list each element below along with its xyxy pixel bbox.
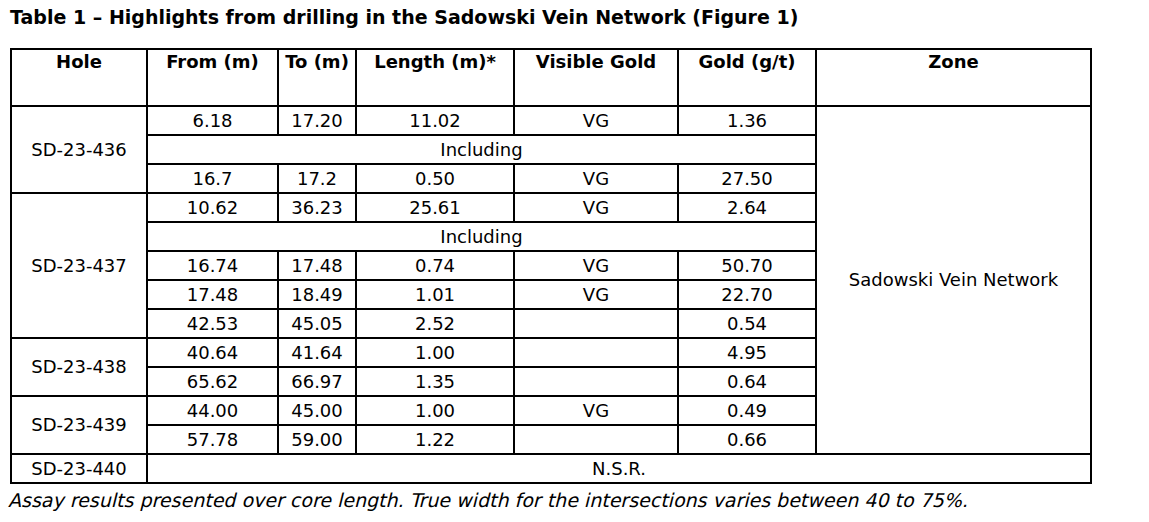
- document-page: Table 1 – Highlights from drilling in th…: [0, 0, 1149, 522]
- cell-visible-gold: VG: [514, 164, 678, 193]
- column-header-from: From (m): [147, 49, 278, 106]
- cell-length: 2.52: [356, 309, 514, 338]
- cell-length: 1.35: [356, 367, 514, 396]
- table-row: SD-23-440 N.S.R.: [11, 454, 1091, 483]
- cell-to: 17.2: [278, 164, 356, 193]
- cell-gold: 0.64: [678, 367, 816, 396]
- column-header-hole: Hole: [11, 49, 147, 106]
- cell-length: 11.02: [356, 106, 514, 135]
- cell-length: 25.61: [356, 193, 514, 222]
- including-cell: Including: [147, 222, 816, 251]
- cell-visible-gold: [514, 367, 678, 396]
- cell-visible-gold: [514, 309, 678, 338]
- table-title: Table 1 – Highlights from drilling in th…: [10, 6, 798, 28]
- cell-from: 42.53: [147, 309, 278, 338]
- cell-gold: 22.70: [678, 280, 816, 309]
- column-header-visible-gold: Visible Gold: [514, 49, 678, 106]
- cell-gold: 1.36: [678, 106, 816, 135]
- cell-length: 1.00: [356, 396, 514, 425]
- cell-length: 0.50: [356, 164, 514, 193]
- including-cell: Including: [147, 135, 816, 164]
- column-header-to: To (m): [278, 49, 356, 106]
- cell-to: 36.23: [278, 193, 356, 222]
- cell-visible-gold: VG: [514, 396, 678, 425]
- column-header-zone: Zone: [816, 49, 1091, 106]
- cell-from: 16.74: [147, 251, 278, 280]
- column-header-length: Length (m)*: [356, 49, 514, 106]
- cell-from: 40.64: [147, 338, 278, 367]
- hole-id-cell: SD-23-438: [11, 338, 147, 396]
- header-row: Hole From (m) To (m) Length (m)* Visible…: [11, 49, 1091, 106]
- drill-results-table: Hole From (m) To (m) Length (m)* Visible…: [10, 48, 1092, 484]
- cell-visible-gold: [514, 338, 678, 367]
- cell-to: 17.48: [278, 251, 356, 280]
- hole-id-cell: SD-23-440: [11, 454, 147, 483]
- cell-gold: 0.66: [678, 425, 816, 454]
- cell-visible-gold: VG: [514, 280, 678, 309]
- cell-from: 57.78: [147, 425, 278, 454]
- hole-id-cell: SD-23-436: [11, 106, 147, 193]
- cell-gold: 4.95: [678, 338, 816, 367]
- cell-length: 1.01: [356, 280, 514, 309]
- cell-length: 0.74: [356, 251, 514, 280]
- hole-id-cell: SD-23-437: [11, 193, 147, 338]
- cell-from: 44.00: [147, 396, 278, 425]
- cell-from: 65.62: [147, 367, 278, 396]
- cell-from: 16.7: [147, 164, 278, 193]
- cell-to: 41.64: [278, 338, 356, 367]
- hole-id-cell: SD-23-439: [11, 396, 147, 454]
- cell-gold: 27.50: [678, 164, 816, 193]
- cell-to: 66.97: [278, 367, 356, 396]
- cell-from: 6.18: [147, 106, 278, 135]
- cell-gold: 0.49: [678, 396, 816, 425]
- column-header-gold: Gold (g/t): [678, 49, 816, 106]
- zone-cell: Sadowski Vein Network: [816, 106, 1091, 454]
- cell-gold: 50.70: [678, 251, 816, 280]
- cell-length: 1.22: [356, 425, 514, 454]
- table-row: SD-23-436 6.18 17.20 11.02 VG 1.36 Sadow…: [11, 106, 1091, 135]
- assay-footnote: Assay results presented over core length…: [8, 489, 968, 511]
- nsr-cell: N.S.R.: [147, 454, 1091, 483]
- cell-visible-gold: VG: [514, 193, 678, 222]
- cell-to: 59.00: [278, 425, 356, 454]
- cell-to: 17.20: [278, 106, 356, 135]
- cell-to: 45.05: [278, 309, 356, 338]
- cell-to: 18.49: [278, 280, 356, 309]
- cell-visible-gold: [514, 425, 678, 454]
- cell-visible-gold: VG: [514, 251, 678, 280]
- cell-from: 17.48: [147, 280, 278, 309]
- cell-length: 1.00: [356, 338, 514, 367]
- cell-from: 10.62: [147, 193, 278, 222]
- cell-gold: 2.64: [678, 193, 816, 222]
- cell-gold: 0.54: [678, 309, 816, 338]
- cell-visible-gold: VG: [514, 106, 678, 135]
- cell-to: 45.00: [278, 396, 356, 425]
